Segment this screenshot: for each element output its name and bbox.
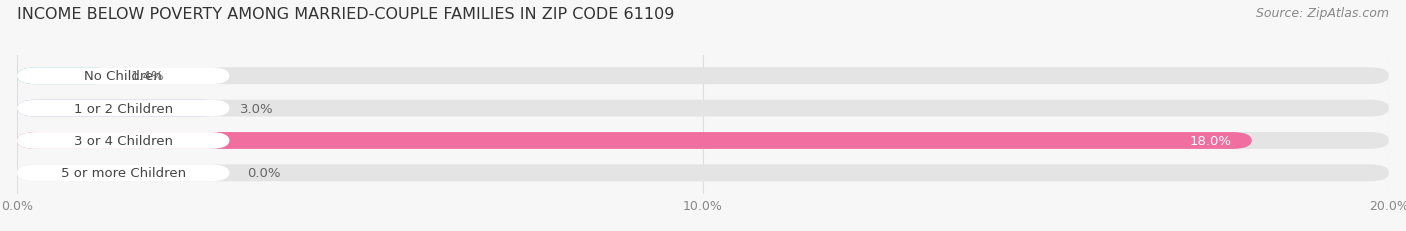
Text: 1.4%: 1.4% <box>131 70 163 83</box>
Text: 3.0%: 3.0% <box>240 102 274 115</box>
Text: 5 or more Children: 5 or more Children <box>60 167 186 179</box>
Text: Source: ZipAtlas.com: Source: ZipAtlas.com <box>1256 7 1389 20</box>
FancyBboxPatch shape <box>17 68 112 85</box>
Text: 18.0%: 18.0% <box>1189 134 1232 147</box>
FancyBboxPatch shape <box>17 68 1389 85</box>
FancyBboxPatch shape <box>17 100 229 117</box>
FancyBboxPatch shape <box>17 132 1389 149</box>
FancyBboxPatch shape <box>17 165 229 182</box>
FancyBboxPatch shape <box>17 100 222 117</box>
Text: 0.0%: 0.0% <box>246 167 280 179</box>
Text: INCOME BELOW POVERTY AMONG MARRIED-COUPLE FAMILIES IN ZIP CODE 61109: INCOME BELOW POVERTY AMONG MARRIED-COUPL… <box>17 7 675 22</box>
Text: 3 or 4 Children: 3 or 4 Children <box>73 134 173 147</box>
FancyBboxPatch shape <box>17 165 1389 182</box>
FancyBboxPatch shape <box>17 68 229 85</box>
FancyBboxPatch shape <box>17 100 1389 117</box>
Text: 1 or 2 Children: 1 or 2 Children <box>73 102 173 115</box>
Text: No Children: No Children <box>84 70 162 83</box>
FancyBboxPatch shape <box>17 132 1251 149</box>
FancyBboxPatch shape <box>17 132 229 149</box>
